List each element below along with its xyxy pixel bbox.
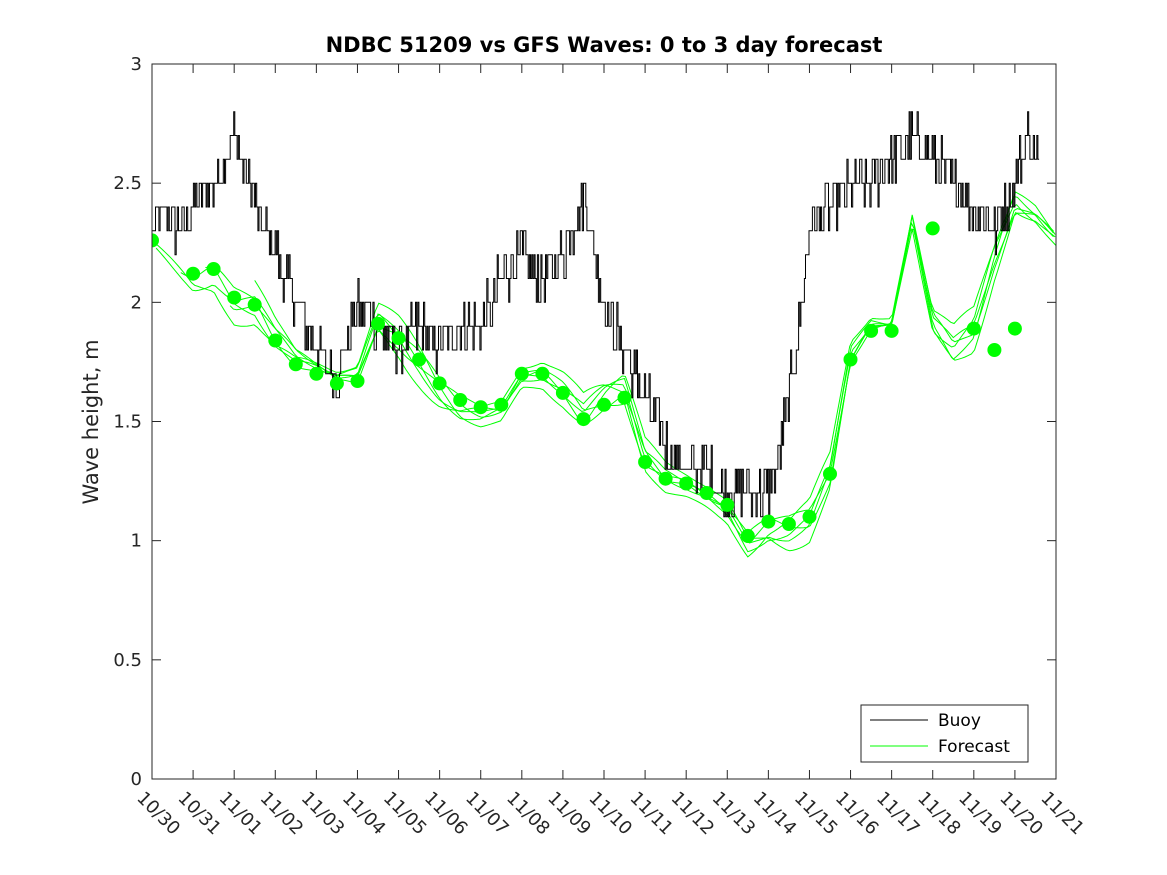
forecast-line-run-3 [205,196,1054,534]
forecast-marker [802,509,817,524]
forecast-marker [268,333,283,348]
y-tick-label: 0 [131,769,142,790]
y-tick-label: 3 [131,54,142,75]
forecast-marker [206,262,221,276]
forecast-marker [288,357,303,372]
forecast-marker [391,331,406,346]
forecast-marker [740,528,755,543]
forecast-marker [535,366,550,381]
forecast-marker [658,471,673,486]
plot-area: 00.511.522.5310/3010/3111/0111/0211/0311… [113,54,1088,839]
forecast-marker [329,376,344,391]
forecast-marker [884,323,899,338]
forecast-marker [309,366,324,381]
forecast-marker [371,316,385,331]
legend-forecast-label: Forecast [938,737,1010,757]
forecast-marker [781,517,796,531]
forecast-marker [227,290,242,305]
forecast-marker [412,352,427,367]
forecast-marker [1007,321,1022,336]
forecast-marker [597,397,611,412]
forecast-marker [925,221,940,236]
y-tick-label: 2.5 [113,173,142,194]
forecast-marker [152,233,159,248]
y-axis-label: Wave height, m [79,339,103,504]
buoy-line [152,111,1040,518]
forecast-marker [473,400,488,415]
forecast-marker [247,297,262,312]
forecast-marker [720,497,735,512]
forecast-marker [679,476,694,491]
forecast-marker [576,412,591,427]
series-layer [152,111,1056,558]
forecast-marker [350,374,365,388]
y-tick-label: 2 [131,292,142,313]
forecast-marker [699,486,714,500]
y-tick-label: 1 [131,531,142,552]
forecast-marker [966,321,981,336]
forecast-marker [555,385,570,400]
forecast-marker [761,514,776,529]
y-tick-label: 1.5 [113,412,142,433]
forecast-marker [843,352,858,367]
forecast-marker [186,266,201,281]
forecast-marker [617,390,632,405]
forecast-marker [494,397,509,412]
forecast-marker [432,376,447,391]
chart-title: NDBC 51209 vs GFS Waves: 0 to 3 day fore… [326,33,883,57]
legend-buoy-label: Buoy [938,711,981,731]
forecast-marker [823,466,837,481]
y-tick-label: 0.5 [113,650,142,671]
forecast-marker [453,393,468,407]
forecast-marker [987,343,1002,357]
legend-box [860,704,1029,763]
forecast-marker [638,455,653,469]
legend: Buoy Forecast [860,704,1029,763]
forecast-line-run-4 [229,211,1056,544]
forecast-marker [514,366,529,381]
forecast-marker [864,323,879,338]
